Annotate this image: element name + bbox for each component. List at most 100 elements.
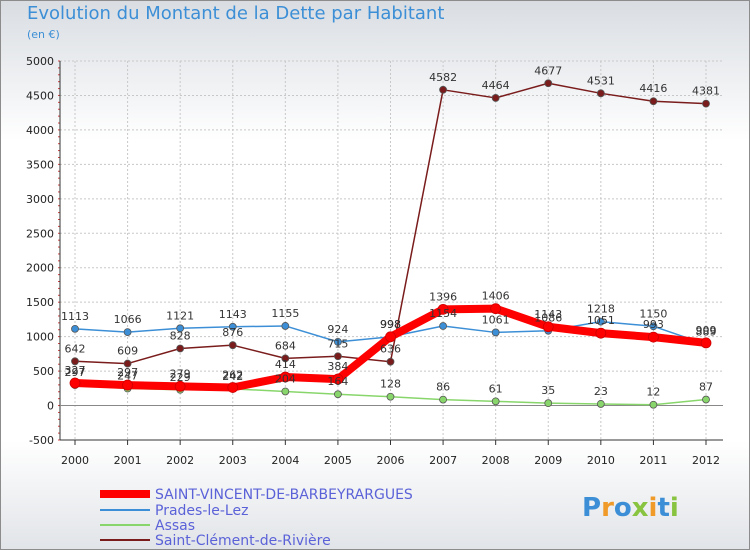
data-label: 242 bbox=[222, 370, 243, 383]
x-tick-label: 2004 bbox=[271, 454, 299, 467]
data-label: 414 bbox=[275, 358, 296, 371]
x-tick-label: 2005 bbox=[324, 454, 352, 467]
data-point bbox=[334, 337, 342, 346]
data-label: 204 bbox=[275, 372, 296, 385]
data-point bbox=[71, 357, 79, 366]
x-tick-label: 2012 bbox=[692, 454, 720, 467]
data-label: 23 bbox=[594, 385, 608, 398]
data-label: 12 bbox=[646, 386, 660, 399]
x-tick-label: 2009 bbox=[534, 454, 562, 467]
data-point bbox=[490, 303, 502, 315]
data-point bbox=[595, 327, 607, 339]
y-tick-label: 500 bbox=[33, 365, 54, 378]
y-tick-label: 3000 bbox=[26, 193, 54, 206]
data-point bbox=[596, 317, 605, 326]
data-label: 297 bbox=[65, 366, 86, 379]
y-tick-label: 4000 bbox=[26, 124, 54, 137]
data-point bbox=[544, 79, 553, 88]
data-point bbox=[649, 400, 658, 409]
data-point bbox=[228, 322, 237, 331]
data-point bbox=[491, 328, 500, 337]
x-tick-label: 2006 bbox=[377, 454, 405, 467]
data-point bbox=[279, 371, 291, 383]
data-label: 876 bbox=[222, 326, 243, 339]
x-tick-label: 2007 bbox=[429, 454, 457, 467]
data-point bbox=[174, 380, 186, 392]
x-tick-label: 2000 bbox=[61, 454, 89, 467]
data-label: 4531 bbox=[587, 74, 615, 87]
data-label: 642 bbox=[65, 342, 86, 355]
data-label: 1150 bbox=[639, 307, 667, 320]
data-point bbox=[176, 324, 185, 333]
data-point bbox=[649, 322, 658, 331]
data-label: 86 bbox=[436, 381, 450, 394]
data-label: 924 bbox=[327, 323, 348, 336]
data-label: 609 bbox=[117, 345, 138, 358]
data-point bbox=[386, 357, 395, 366]
legend-entry: Saint-Clément-de-Rivière bbox=[155, 533, 331, 549]
logo-letter: x bbox=[632, 493, 649, 523]
data-label: 4464 bbox=[482, 79, 510, 92]
data-point bbox=[702, 395, 710, 404]
data-label: 262 bbox=[222, 368, 243, 381]
series-lines bbox=[69, 79, 712, 409]
data-label: 279 bbox=[170, 367, 191, 380]
logo-letter: P bbox=[582, 493, 601, 523]
logo-text: Proxiti bbox=[582, 493, 679, 523]
data-point bbox=[385, 331, 396, 343]
data-label: 889 bbox=[696, 325, 717, 338]
x-tick-label: 2001 bbox=[114, 454, 142, 467]
data-point bbox=[702, 99, 710, 108]
data-label: 164 bbox=[327, 375, 348, 388]
data-point bbox=[386, 392, 395, 401]
data-point bbox=[649, 97, 658, 106]
data-label: 636 bbox=[380, 343, 401, 356]
data-point bbox=[596, 89, 605, 98]
data-label: 229 bbox=[170, 371, 191, 384]
data-point bbox=[439, 395, 447, 404]
data-point bbox=[332, 373, 344, 385]
data-label: 684 bbox=[275, 339, 296, 352]
data-label: 4381 bbox=[692, 85, 720, 98]
x-tick-label: 2003 bbox=[219, 454, 247, 467]
data-point bbox=[437, 303, 449, 315]
data-point bbox=[596, 400, 605, 408]
data-label: 4416 bbox=[639, 82, 667, 95]
y-tick-label: 1000 bbox=[26, 331, 54, 344]
data-label: 1066 bbox=[114, 313, 142, 326]
data-label: 87 bbox=[699, 381, 713, 394]
data-point bbox=[491, 397, 500, 406]
data-label: 1154 bbox=[429, 307, 457, 320]
data-label: 35 bbox=[541, 384, 555, 397]
data-label: 998 bbox=[380, 318, 401, 331]
data-label: 715 bbox=[327, 337, 348, 350]
data-label: 1155 bbox=[271, 307, 299, 320]
data-label: 297 bbox=[117, 366, 138, 379]
data-point bbox=[439, 85, 447, 94]
y-tick-label: 5000 bbox=[26, 55, 54, 68]
data-point bbox=[544, 399, 553, 408]
data-point bbox=[123, 328, 132, 336]
data-label: 1113 bbox=[61, 310, 89, 323]
data-point bbox=[122, 379, 133, 391]
y-tick-label: -500 bbox=[29, 434, 54, 447]
logo-letter: o bbox=[614, 493, 632, 523]
data-label: 1406 bbox=[482, 290, 510, 303]
data-label: 998 bbox=[380, 318, 401, 331]
proxiti-logo: Proxiti bbox=[582, 493, 679, 523]
data-point bbox=[228, 341, 237, 350]
y-tick-label: 2500 bbox=[26, 227, 54, 240]
data-point bbox=[227, 382, 239, 393]
legend-entry: SAINT-VINCENT-DE-BARBEYRARGUES bbox=[155, 487, 413, 503]
logo-letter: i bbox=[649, 493, 658, 523]
data-point bbox=[334, 352, 342, 361]
data-label: 993 bbox=[643, 318, 664, 331]
data-label: 247 bbox=[117, 370, 138, 383]
data-label: 1143 bbox=[219, 308, 247, 321]
data-point bbox=[334, 390, 342, 399]
x-tick-label: 2008 bbox=[482, 454, 510, 467]
chart-subtitle: (en €) bbox=[27, 28, 60, 41]
data-label: 1218 bbox=[587, 303, 615, 316]
